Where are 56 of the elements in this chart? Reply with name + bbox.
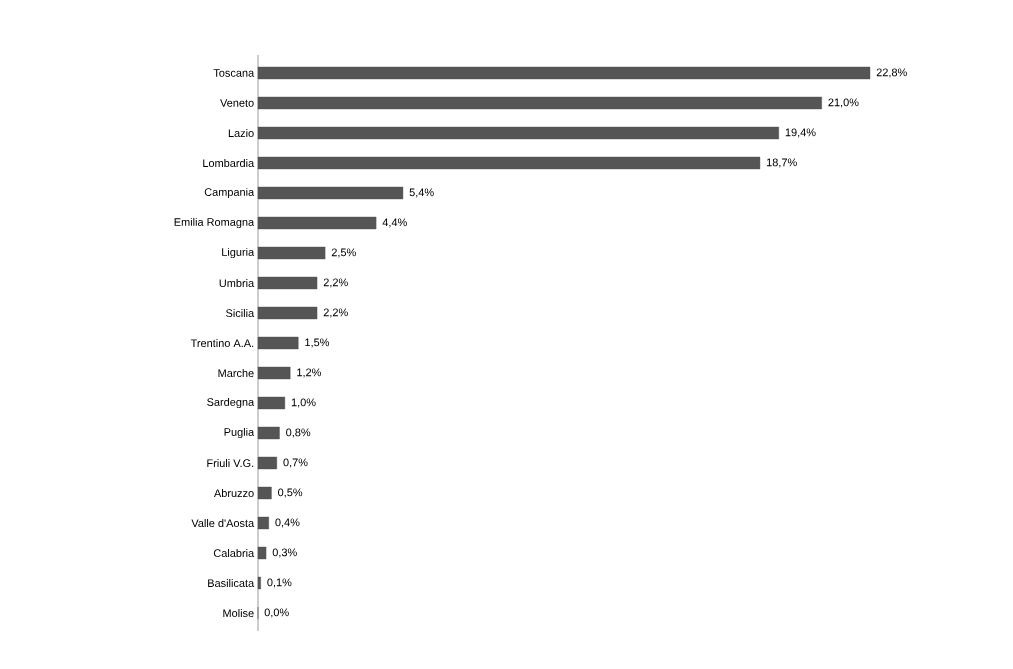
data-label: 2,2% xyxy=(323,278,348,288)
bar xyxy=(257,126,779,140)
data-label: 1,0% xyxy=(291,398,316,408)
data-label: 22,8% xyxy=(876,68,907,78)
data-label: 21,0% xyxy=(828,98,859,108)
y-tick-label: Emilia Romagna xyxy=(174,217,255,229)
data-label: 0,3% xyxy=(272,548,297,558)
bar xyxy=(257,366,291,380)
y-tick-label: Abruzzo xyxy=(213,488,254,498)
y-tick-label: Veneto xyxy=(220,99,254,107)
y-tick-label: Marche xyxy=(218,368,254,378)
y-tick-label: Calabria xyxy=(213,548,255,558)
y-tick-label: Trentino A.A. xyxy=(190,338,254,348)
data-label: 0,5% xyxy=(278,488,303,498)
data-label: 1,2% xyxy=(297,368,321,378)
data-label: 0,0% xyxy=(264,608,289,618)
bar xyxy=(257,486,272,500)
bar xyxy=(257,66,871,80)
y-tick-label: Liguria xyxy=(222,247,255,259)
bar xyxy=(257,246,326,260)
data-label: 2,5% xyxy=(331,248,356,258)
y-tick-label: Sicilia xyxy=(226,308,255,318)
y-tick-label: Molise xyxy=(223,608,254,618)
data-label: 4,4% xyxy=(382,218,407,228)
data-label: 18,7% xyxy=(766,158,797,168)
y-tick-label: Puglia xyxy=(224,427,255,439)
bar xyxy=(257,336,299,350)
y-tick-label: Umbria xyxy=(219,278,255,288)
data-label: 0,4% xyxy=(275,518,300,528)
y-tick-label: Toscana xyxy=(213,69,255,77)
data-label: 0,8% xyxy=(286,428,311,438)
bar xyxy=(257,156,761,170)
data-label: 1,5% xyxy=(305,338,330,348)
data-label: 0,1% xyxy=(267,578,292,588)
bar xyxy=(257,396,286,410)
bar xyxy=(257,546,267,560)
data-label: 19,4% xyxy=(785,128,816,138)
y-tick-label: Basilicata xyxy=(208,578,255,588)
data-label: 2,2% xyxy=(323,308,348,318)
y-tick-label: Lombardia xyxy=(203,158,255,168)
y-tick-label: Friuli V.G. xyxy=(207,458,254,468)
bar xyxy=(257,276,318,290)
y-tick-label: Sardegna xyxy=(207,397,255,409)
bar xyxy=(257,216,377,230)
y-tick-label: Lazio xyxy=(228,128,254,138)
y-tick-label: Campania xyxy=(204,187,255,199)
bar xyxy=(257,426,280,440)
bar xyxy=(257,576,261,590)
data-label: 0,7% xyxy=(283,458,308,468)
bar xyxy=(257,306,318,320)
data-label: 5,4% xyxy=(409,188,434,198)
bar xyxy=(257,186,404,200)
y-tick-label: Valle d'Aosta xyxy=(191,518,255,528)
bar xyxy=(257,96,822,110)
bar xyxy=(257,516,269,530)
bar xyxy=(257,456,277,470)
